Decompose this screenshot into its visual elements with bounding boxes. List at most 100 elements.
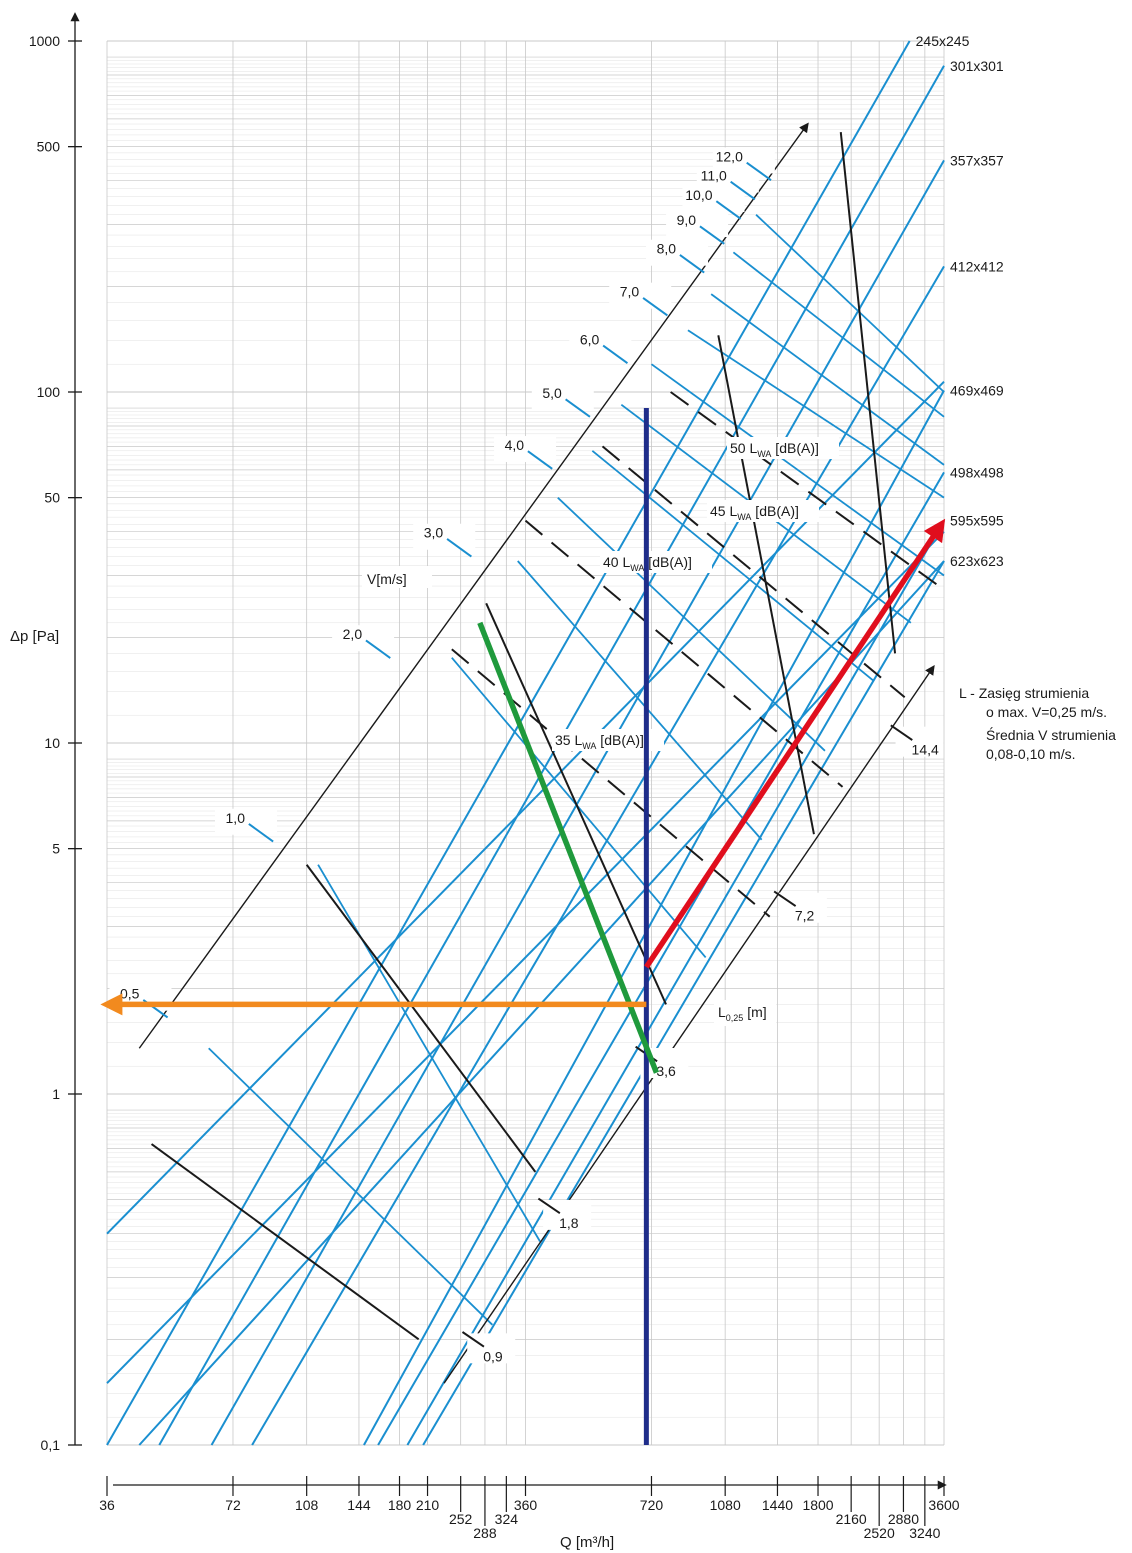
velocity-contour-line [208, 1047, 493, 1326]
velocity-tick-label: 4,0 [505, 437, 525, 453]
axes [70, 12, 947, 1490]
velocity-contour-line [650, 363, 945, 577]
size-label: 469x469 [950, 382, 1004, 398]
velocity-tick-bg [214, 808, 277, 835]
y-tick-label: 50 [44, 490, 60, 506]
x-tick-label: 360 [514, 1497, 538, 1513]
x-tick-label: 72 [225, 1497, 241, 1513]
y-tick-label: 500 [37, 139, 61, 155]
y-tick-label: 5 [52, 841, 60, 857]
throw-tick-label: 0,9 [483, 1348, 503, 1364]
velocity-tick-bg [413, 523, 476, 550]
velocity-tick [565, 398, 591, 418]
size-line [363, 390, 945, 1446]
velocity-contour-line [710, 293, 945, 466]
noise-label: 50 LWA [dB(A)] [730, 440, 819, 459]
size-line [106, 380, 945, 1235]
noise-line [524, 519, 844, 788]
throw-tick-bg [778, 892, 827, 923]
velocity-tick [699, 225, 725, 245]
y-tick-label: 1 [52, 1086, 60, 1102]
noise-lines: 35 LWA [dB(A)] 40 LWA [dB(A)] 45 LWA [dB(A… [451, 391, 940, 918]
x-tick-label: 3240 [909, 1525, 940, 1541]
note-line-3: Średnia V strumienia [986, 727, 1116, 743]
size-line [106, 530, 945, 1384]
throw-tick-bg [467, 1333, 516, 1364]
noise-label-bg [552, 729, 664, 751]
velocity-contour-line [517, 560, 763, 841]
throw-tick-bg [543, 1199, 592, 1230]
velocity-tick-bg [569, 330, 632, 357]
noise-label-bg [600, 551, 712, 573]
throw-tick [890, 724, 913, 741]
x-tick-label: 324 [495, 1511, 519, 1527]
velocity-tick-bg [666, 211, 729, 238]
velocity-tick-label: 7,0 [620, 284, 640, 300]
x-tick-label: 2160 [836, 1511, 867, 1527]
y-ticks: 1000 500 100 50 10 5 1 0,1 [29, 33, 82, 1453]
highlight-line [477, 621, 660, 1074]
throw-note: L - Zasięg strumienia o max. V=0,25 m/s.… [955, 684, 1130, 764]
noise-label: 40 LWA [dB(A)] [603, 554, 692, 573]
velocity-tick [730, 180, 756, 201]
throw-axis-line [443, 665, 935, 1384]
velocity-tick-label: 10,0 [685, 187, 712, 203]
highlight-line [644, 518, 946, 969]
size-line [106, 40, 911, 1446]
velocity-axis-label: V[m/s] [367, 571, 407, 587]
noise-line [451, 648, 771, 918]
throw-tick-bg [895, 726, 944, 757]
velocity-tick-bg [332, 625, 395, 652]
velocity-tick [679, 254, 705, 274]
y-tick-label: 1000 [29, 33, 60, 49]
throw-tick [773, 890, 797, 907]
velocity-tick [642, 297, 668, 317]
size-line [251, 265, 945, 1446]
velocity-tick-bg [531, 384, 594, 411]
x-tick-label: 1440 [762, 1497, 793, 1513]
x-tick-label: 1080 [710, 1497, 741, 1513]
size-label: 301x301 [950, 58, 1004, 74]
x-tick-label: 1800 [802, 1497, 833, 1513]
size-line [406, 520, 945, 1446]
velocity-contour-line [557, 497, 826, 752]
note-line-2: o max. V=0,25 m/s. [986, 704, 1107, 720]
throw-axis: 0,9 1,8 3,6 7,2 14,4 L0,25 [m] [443, 665, 944, 1384]
size-line [377, 471, 945, 1446]
noise-label-bg [727, 437, 839, 459]
velocity-tick-label: 2,0 [343, 626, 363, 642]
y-axis-label: Δp [Pa] [10, 628, 59, 645]
x-tick-label: 36 [99, 1497, 115, 1513]
velocity-contour-line [591, 450, 875, 682]
x-tick-label: 2880 [888, 1511, 919, 1527]
velocity-tick-bg [646, 239, 709, 266]
throw-tick-label: 1,8 [559, 1215, 579, 1231]
size-label: 498x498 [950, 464, 1004, 480]
velocity-contour-line [317, 864, 541, 1242]
throw-tick-label: 3,6 [656, 1063, 676, 1079]
x-tick-label: 252 [449, 1511, 473, 1527]
velocity-contour-line [755, 214, 945, 393]
y-tick-label: 0,1 [41, 1437, 61, 1453]
velocity-tick-label: 8,0 [657, 241, 677, 257]
size-label: 595x595 [950, 513, 1004, 529]
velocity-tick-bg [712, 147, 775, 174]
velocity-tick-bg [609, 282, 672, 309]
throw-tick [537, 1197, 561, 1215]
velocity-tick-label: 11,0 [701, 168, 727, 184]
velocity-tick [248, 823, 274, 843]
velocity-tick-label: 5,0 [542, 385, 562, 401]
size-label: 245x245 [916, 33, 970, 49]
velocity-tick-label: 9,0 [677, 212, 697, 228]
x-tick-label: 2520 [864, 1525, 895, 1541]
highlight-paths [100, 408, 946, 1445]
black-guide-line [150, 1143, 420, 1341]
y-tick-label: 100 [37, 384, 61, 400]
x-tick-label: 288 [473, 1525, 497, 1541]
velocity-tick [365, 639, 391, 659]
x-tick-label: 108 [295, 1497, 319, 1513]
x-tick-label: 3600 [928, 1497, 959, 1513]
black-guide-line [305, 864, 537, 1173]
